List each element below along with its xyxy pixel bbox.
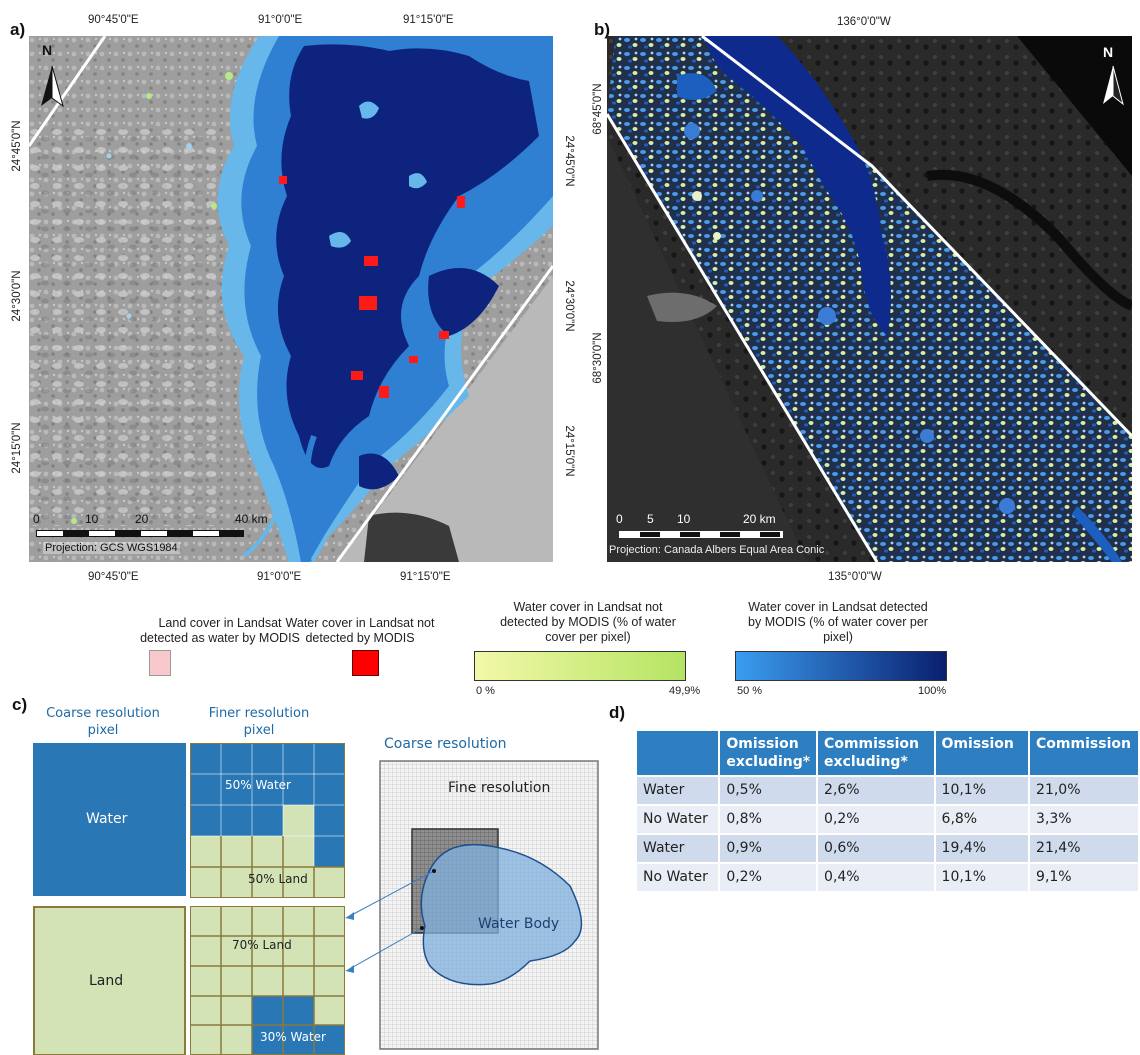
map-a-north-label: N	[42, 42, 53, 58]
table-row: Water 0,9% 0,6% 19,4% 21,4%	[637, 833, 1140, 863]
table-cell: 21,0%	[1029, 775, 1140, 805]
legend-water-partial-title: Water cover in Landsat not detected by M…	[500, 600, 676, 644]
coarse-water-pixel	[33, 743, 186, 896]
table-row: Water 0,5% 2,6% 10,1% 21,0%	[637, 775, 1140, 805]
table-cell: Water	[637, 833, 721, 863]
legend-water-not-detected-swatch	[352, 650, 379, 676]
map-a-scale-bar	[36, 530, 244, 537]
table-cell: 0,9%	[719, 833, 819, 863]
finer-grid-upper	[190, 743, 345, 898]
map-a-scale-0: 0	[33, 512, 40, 526]
map-a-left-lat-2: 24°30'0"N	[11, 270, 23, 322]
finer-resolution-pixel-header: Finer resolution pixel	[208, 706, 310, 738]
legend-water-detected-title: Water cover in Landsat detected by MODIS…	[748, 600, 928, 644]
table-cell: 3,3%	[1029, 804, 1140, 834]
legend-ramp-partial-min: 0 %	[476, 685, 495, 697]
table-cell: 21,4%	[1029, 833, 1140, 863]
panel-a-letter: a)	[10, 20, 26, 39]
legend-ramp-partial-max: 49,9%	[669, 685, 701, 697]
legend-ramp-partial	[474, 651, 686, 681]
map-a-top-lon-2: 91°0'0"E	[258, 14, 303, 26]
map-a-bottom-lon-2: 91°0'0"E	[257, 571, 302, 583]
map-a-right-lat-3: 24°15'0"N	[563, 425, 575, 477]
map-a-left-lat-3: 24°15'0"N	[11, 422, 23, 474]
table-cell: 0,2%	[719, 862, 819, 891]
table-cell: 0,8%	[719, 804, 819, 834]
map-b-top-lon: 136°0'0"W	[837, 16, 891, 28]
map-a-bottom-lon-3: 91°15'0"E	[400, 571, 451, 583]
map-b-scale-5: 5	[647, 512, 654, 526]
map-a-bottom-lon-1: 90°45'0"E	[88, 571, 139, 583]
table-cell: 0,2%	[817, 804, 936, 834]
map-a-left-lat-1: 24°45'0"N	[11, 120, 23, 172]
finer-70-land-label: 70% Land	[232, 938, 292, 952]
panel-d-letter: d)	[609, 703, 626, 722]
table-cell: No Water	[637, 804, 721, 834]
table-row: No Water 0,8% 0,2% 6,8% 3,3%	[637, 804, 1140, 834]
map-b-north-label: N	[1103, 44, 1114, 60]
accuracy-table: Omission excluding* Commission excluding…	[637, 731, 1140, 891]
table-header-commission-excluding: Commission excluding*	[817, 731, 936, 776]
legend-land-as-water-swatch	[149, 650, 171, 676]
table-cell: 9,1%	[1029, 862, 1140, 891]
map-a-scale-10: 10	[85, 512, 99, 526]
table-header-blank	[637, 731, 721, 776]
map-a-scale-20: 20	[135, 512, 149, 526]
table-cell: 6,8%	[934, 804, 1031, 834]
coarse-resolution-pixel-header: Coarse resolution pixel	[46, 706, 160, 738]
map-b-scale-20: 20 km	[743, 512, 776, 526]
coarse-water-label: Water	[86, 811, 128, 827]
panel-c-letter: c)	[12, 695, 28, 714]
finer-50-water-label: 50% Water	[225, 778, 291, 792]
map-b-left-lat-2: 68°30'0"N	[592, 332, 604, 384]
coarse-land-pixel	[33, 906, 186, 1055]
resolution-illustration	[345, 760, 599, 1050]
finer-30-water-label: 30% Water	[260, 1030, 326, 1044]
fine-resolution-label: Fine resolution	[448, 780, 551, 796]
table-header-row: Omission excluding* Commission excluding…	[637, 731, 1140, 776]
map-b-scale-10: 10	[677, 512, 691, 526]
map-a-north-arrow-icon	[41, 65, 64, 108]
table-cell: Water	[637, 775, 721, 805]
table-cell: 0,6%	[817, 833, 936, 863]
coarse-land-label: Land	[89, 973, 124, 989]
map-b-north-arrow-icon	[1103, 65, 1124, 106]
map-a-scale-40: 40 km	[235, 512, 268, 526]
panel-b-letter: b)	[594, 20, 611, 39]
map-a-top-lon-1: 90°45'0"E	[88, 14, 139, 26]
legend-ramp-detected-max: 100%	[918, 685, 947, 697]
finer-50-land-label: 50% Land	[248, 872, 308, 886]
table-cell: 0,5%	[719, 775, 819, 805]
table-cell: 2,6%	[817, 775, 936, 805]
table-cell: 10,1%	[934, 862, 1031, 891]
map-b-scale-bar	[619, 531, 783, 538]
legend-water-not-detected-title: Water cover in Landsat not detected by M…	[285, 616, 435, 645]
map-a-image: N 0 10 20 40 km Projection: GCS WGS1984	[29, 36, 553, 562]
map-a-top-lon-3: 91°15'0"E	[403, 14, 454, 26]
table-cell: 19,4%	[934, 833, 1031, 863]
table-cell: 10,1%	[934, 775, 1031, 805]
map-b-image: N 0 5 10 20 km Projection: Canada Albers…	[607, 36, 1132, 562]
table-cell: 0,4%	[817, 862, 936, 891]
map-b-scale-0: 0	[616, 512, 623, 526]
table-header-omission: Omission	[934, 731, 1031, 776]
map-a-projection: Projection: GCS WGS1984	[43, 542, 180, 554]
table-header-omission-excluding: Omission excluding*	[719, 731, 819, 776]
legend-land-as-water-title: Land cover in Landsat detected as water …	[140, 616, 300, 645]
map-b-left-lat-1: 68°45'0"N	[592, 83, 604, 135]
map-a-right-lat-2: 24°30'0"N	[563, 280, 575, 332]
legend-ramp-detected-min: 50 %	[737, 685, 763, 697]
map-b-projection: Projection: Canada Albers Equal Area Con…	[609, 544, 825, 556]
legend-ramp-detected	[735, 651, 947, 681]
table-cell: No Water	[637, 862, 721, 891]
water-body-label: Water Body	[478, 916, 560, 932]
finer-grid-lower	[190, 906, 345, 1055]
coarse-resolution-label: Coarse resolution	[384, 736, 507, 752]
table-header-commission: Commission	[1029, 731, 1140, 776]
table-row: No Water 0,2% 0,4% 10,1% 9,1%	[637, 862, 1140, 891]
map-a-right-lat-1: 24°45'0"N	[563, 135, 575, 187]
map-b-bottom-lon: 135°0'0"W	[828, 571, 882, 583]
